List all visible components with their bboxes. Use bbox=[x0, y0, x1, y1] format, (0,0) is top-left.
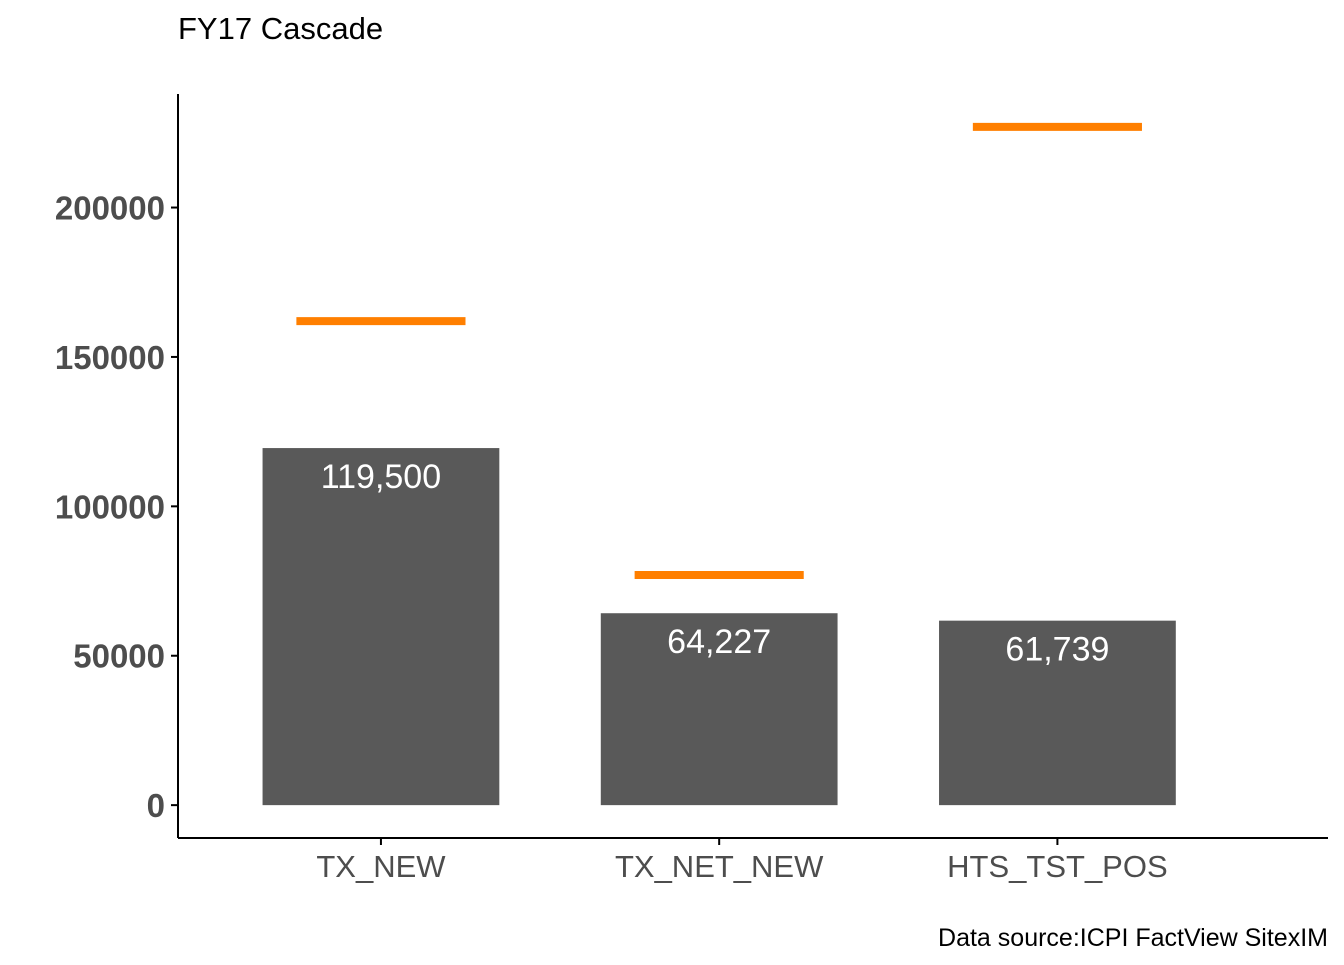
x-tick-label: TX_NET_NEW bbox=[615, 849, 824, 884]
chart-title: FY17 Cascade bbox=[178, 11, 383, 46]
y-tick-label: 200000 bbox=[55, 190, 165, 227]
bar-hts-tst-pos bbox=[939, 620, 1176, 806]
bars-layer bbox=[262, 448, 1176, 806]
data-label: 61,739 bbox=[1005, 631, 1109, 669]
data-labels-layer: 119,500 64,227 61,739 bbox=[321, 458, 1110, 669]
y-tick-label: 150000 bbox=[55, 339, 165, 376]
bar-tx-net-new bbox=[600, 613, 838, 806]
y-tick-label: 0 bbox=[147, 787, 165, 824]
x-tick-label: TX_NEW bbox=[316, 849, 446, 884]
y-tick-label: 100000 bbox=[55, 488, 165, 525]
targets-layer bbox=[296, 122, 1142, 580]
bar-tx-new bbox=[262, 448, 500, 806]
caption: Data source:ICPI FactView SitexIM bbox=[938, 924, 1328, 952]
x-tick-label: HTS_TST_POS bbox=[947, 849, 1168, 884]
data-label: 64,227 bbox=[667, 623, 771, 661]
axes-layer: 0 50000 100000 150000 200000 TX_NEW TX_NET_NEW… bbox=[55, 94, 1328, 884]
data-label: 119,500 bbox=[321, 458, 441, 496]
y-tick-label: 50000 bbox=[73, 638, 165, 675]
